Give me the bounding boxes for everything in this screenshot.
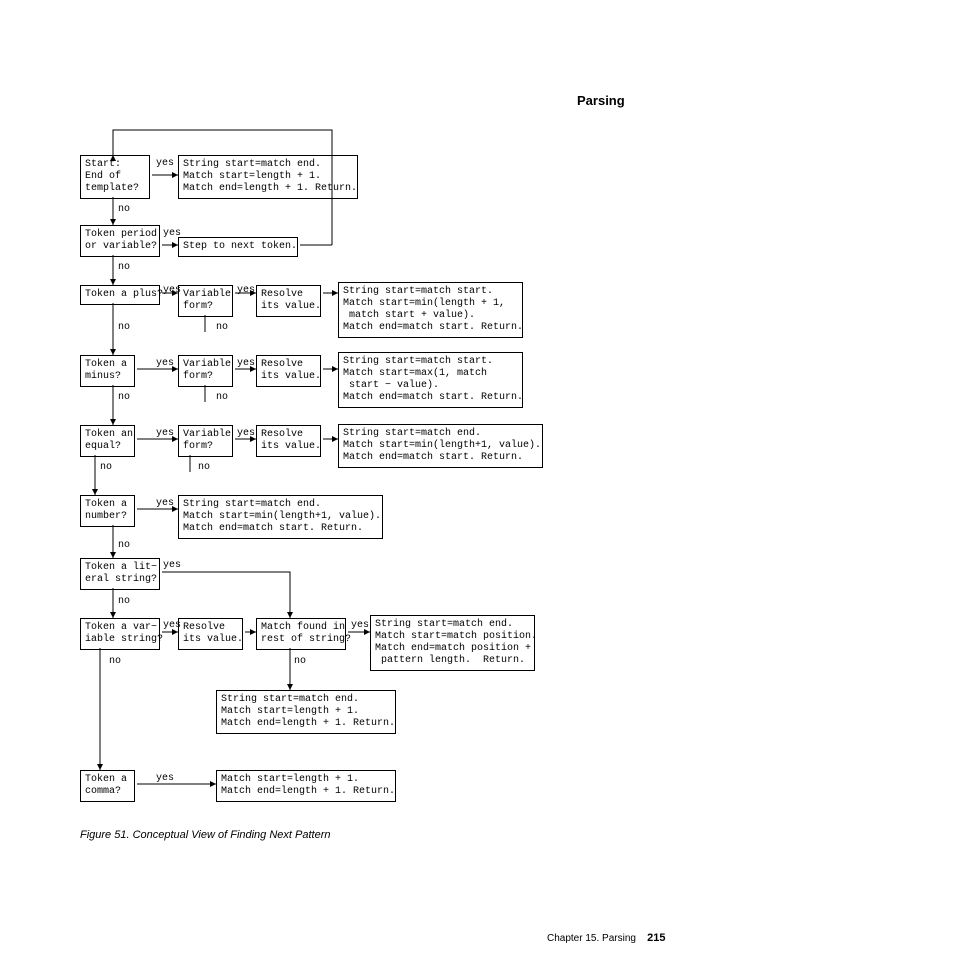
lbl-yes: yes <box>163 620 181 631</box>
lbl-no: no <box>216 322 228 333</box>
node-comma-action: Match start=length + 1. Match end=length… <box>216 770 396 802</box>
lbl-yes: yes <box>163 228 181 239</box>
node-number-action: String start=match end. Match start=min(… <box>178 495 383 539</box>
lbl-yes: yes <box>156 158 174 169</box>
lbl-yes: yes <box>156 773 174 784</box>
node-period: Token period or variable? <box>80 225 160 257</box>
node-plus-action: String start=match start. Match start=mi… <box>338 282 523 338</box>
lbl-yes: yes <box>237 358 255 369</box>
lbl-no: no <box>118 204 130 215</box>
node-varform1: Variable form? <box>178 285 233 317</box>
node-resolve1: Resolve its value. <box>256 285 321 317</box>
node-matchfound: Match found in rest of string? <box>256 618 346 650</box>
lbl-no: no <box>216 392 228 403</box>
node-literal: Token a lit− eral string? <box>80 558 160 590</box>
node-resolve4: Resolve its value. <box>178 618 243 650</box>
lbl-no: no <box>294 656 306 667</box>
page-title: Parsing <box>577 93 625 108</box>
lbl-no: no <box>118 540 130 551</box>
lbl-yes: yes <box>156 358 174 369</box>
lbl-no: no <box>118 596 130 607</box>
lbl-yes: yes <box>237 428 255 439</box>
figure-caption: Figure 51. Conceptual View of Finding Ne… <box>80 829 331 841</box>
lbl-no: no <box>118 322 130 333</box>
lbl-no: no <box>118 392 130 403</box>
node-start-action: String start=match end. Match start=leng… <box>178 155 358 199</box>
page-footer: Chapter 15. Parsing 215 <box>547 932 665 944</box>
node-varstring: Token a var− iable string? <box>80 618 160 650</box>
lbl-no: no <box>100 462 112 473</box>
lbl-yes: yes <box>237 285 255 296</box>
lbl-yes: yes <box>351 620 369 631</box>
node-resolve2: Resolve its value. <box>256 355 321 387</box>
lbl-no: no <box>118 262 130 273</box>
node-matchfound-yes: String start=match end. Match start=matc… <box>370 615 535 671</box>
node-comma: Token a comma? <box>80 770 135 802</box>
node-matchfound-no: String start=match end. Match start=leng… <box>216 690 396 734</box>
lbl-yes: yes <box>156 428 174 439</box>
node-plus: Token a plus? <box>80 285 160 305</box>
lbl-no: no <box>198 462 210 473</box>
node-varform3: Variable form? <box>178 425 233 457</box>
footer-page-number: 215 <box>647 932 665 944</box>
footer-chapter: Chapter 15. Parsing <box>547 933 636 944</box>
lbl-yes: yes <box>163 560 181 571</box>
node-minus: Token a minus? <box>80 355 135 387</box>
node-equal: Token an equal? <box>80 425 135 457</box>
lbl-yes: yes <box>163 285 181 296</box>
node-varform2: Variable form? <box>178 355 233 387</box>
node-equal-action: String start=match end. Match start=min(… <box>338 424 543 468</box>
node-minus-action: String start=match start. Match start=ma… <box>338 352 523 408</box>
lbl-yes: yes <box>156 498 174 509</box>
node-start: Start: End of template? <box>80 155 150 199</box>
lbl-no: no <box>109 656 121 667</box>
node-number: Token a number? <box>80 495 135 527</box>
node-period-action: Step to next token. <box>178 237 298 257</box>
flowchart-connectors <box>0 0 954 954</box>
node-resolve3: Resolve its value. <box>256 425 321 457</box>
